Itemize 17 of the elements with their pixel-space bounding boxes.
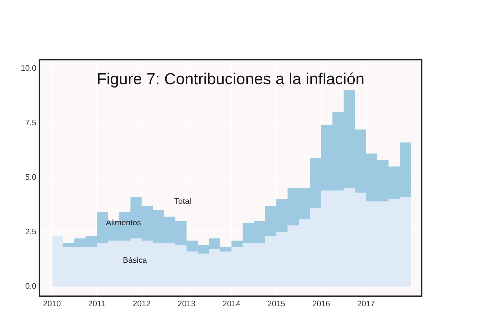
y-tick-label: 7.5 <box>25 118 38 128</box>
text: Figure 7: Contribuciones a la inflación <box>96 71 365 88</box>
x-tick-label: 2015 <box>268 299 286 308</box>
x-tick-label: 2016 <box>312 299 331 308</box>
series-label: Básica <box>123 256 148 266</box>
x-tick-label: 2014 <box>222 299 242 308</box>
series-label: Alimentos <box>106 218 142 228</box>
x-tick-label: 2012 <box>133 299 152 308</box>
y-tick-label: 5.0 <box>25 172 38 182</box>
x-tick-label: 2010 <box>43 299 62 308</box>
annotation: Total <box>174 197 192 206</box>
x-tick-label: 2013 <box>178 299 196 308</box>
y-tick-label: 0.0 <box>25 282 38 291</box>
x-tick-label: 2011 <box>88 299 106 308</box>
y-tick-label: 2.5 <box>25 227 38 236</box>
y-tick-label: 10.0 <box>20 64 38 73</box>
x-tick-label: 2017 <box>357 299 376 308</box>
